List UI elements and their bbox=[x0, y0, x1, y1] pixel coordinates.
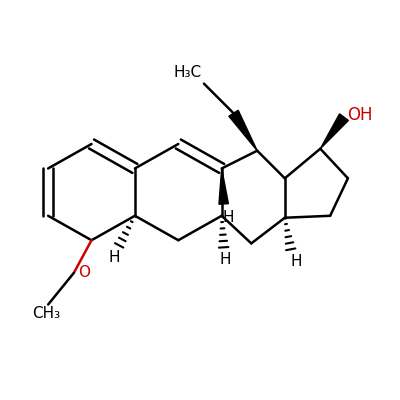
Text: H: H bbox=[223, 210, 234, 225]
Text: O: O bbox=[78, 265, 90, 280]
Polygon shape bbox=[229, 110, 257, 151]
Text: H₃C: H₃C bbox=[174, 66, 202, 80]
Text: H: H bbox=[291, 254, 302, 269]
Text: H: H bbox=[220, 252, 231, 267]
Polygon shape bbox=[219, 168, 228, 204]
Polygon shape bbox=[320, 114, 348, 149]
Text: H: H bbox=[109, 250, 120, 265]
Text: OH: OH bbox=[347, 106, 373, 124]
Text: CH₃: CH₃ bbox=[32, 306, 60, 322]
